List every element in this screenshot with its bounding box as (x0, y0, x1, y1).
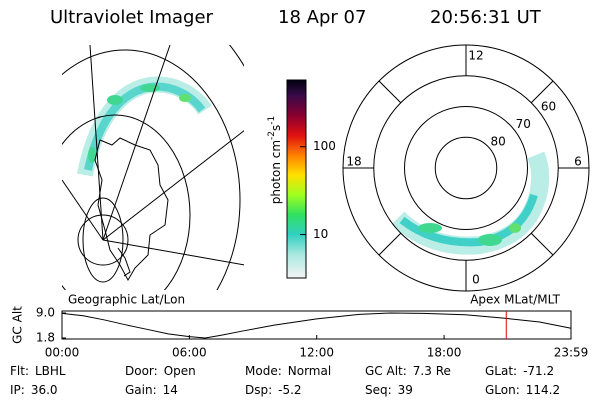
x-tick-label: 18:00 (427, 346, 462, 360)
info-value: 114.2 (526, 383, 560, 397)
info-label: Seq: (365, 383, 392, 397)
polar-map (391, 151, 550, 255)
latitude-circle (434, 136, 498, 200)
info-value: 39 (398, 383, 413, 397)
mlt-line (378, 232, 402, 256)
mlt-label: 6 (574, 155, 582, 169)
x-tick-label: 06:00 (172, 346, 207, 360)
time: 20:56:31 UT (430, 7, 542, 28)
latitude-label: 80 (490, 135, 505, 149)
latitude-label: 60 (541, 99, 556, 113)
date: 18 Apr 07 (278, 7, 366, 28)
info-value: Open (164, 364, 196, 378)
title: Ultraviolet Imager (50, 7, 214, 28)
mlt-label: 18 (346, 155, 361, 169)
mlt-label: 0 (472, 273, 480, 287)
polar-map-label: Apex MLat/MLT (470, 293, 560, 307)
y-axis-label: GC Alt (11, 306, 25, 344)
mlt-line (530, 232, 554, 256)
info-label: GC Alt: (365, 364, 407, 378)
colorbar-tick-label: 100 (313, 139, 336, 153)
geographic-map (62, 45, 244, 290)
colorbar-unit: photon cm (269, 140, 283, 204)
info-label: GLon: (485, 383, 520, 397)
info-label: Door: (125, 364, 158, 378)
info-value: -71.2 (523, 364, 554, 378)
altitude-line (61, 312, 572, 339)
info-field: GLon: 114.2 (485, 383, 560, 397)
info-field: Door: Open (125, 364, 196, 378)
x-tick-label: 23:59 (554, 346, 589, 360)
plot-frame (61, 310, 572, 340)
y-tick-label: 1.8 (36, 331, 55, 345)
latitude-circle (404, 106, 528, 230)
info-value: Normal (288, 364, 331, 378)
x-tick-label: 00:00 (45, 346, 80, 360)
info-field: IP: 36.0 (10, 383, 58, 397)
mlt-line (378, 80, 402, 104)
colorbar-unit: s (269, 125, 283, 131)
info-field: Flt: LBHL (10, 364, 66, 378)
info-value: -5.2 (278, 383, 301, 397)
info-label: Gain: (125, 383, 157, 397)
info-label: Dsp: (245, 383, 272, 397)
info-field: Dsp: -5.2 (245, 383, 302, 397)
colorbar (286, 79, 307, 279)
left-map-label: Geographic Lat/Lon (68, 293, 185, 307)
colorbar-exponent: -1 (267, 116, 277, 125)
info-value: 14 (163, 383, 178, 397)
info-field: GC Alt: 7.3 Re (365, 364, 451, 378)
colorbar-tick-label: 10 (313, 227, 328, 241)
colorbar-label: photon cm-2s-1 (267, 116, 283, 205)
latitude-label: 70 (516, 117, 531, 131)
info-field: GLat: -71.2 (485, 364, 554, 378)
y-tick-label: 9.0 (36, 306, 55, 320)
mlt-label: 12 (468, 49, 483, 63)
colorbar-exponent: -2 (267, 131, 277, 140)
info-value: 36.0 (31, 383, 58, 397)
info-field: Gain: 14 (125, 383, 178, 397)
info-field: Seq: 39 (365, 383, 413, 397)
info-value: 7.3 Re (413, 364, 451, 378)
info-label: Mode: (245, 364, 282, 378)
mlt-line (530, 80, 554, 104)
x-tick-label: 12:00 (299, 346, 334, 360)
info-value: LBHL (35, 364, 66, 378)
info-label: Flt: (10, 364, 29, 378)
info-field: Mode: Normal (245, 364, 331, 378)
info-label: GLat: (485, 364, 517, 378)
info-label: IP: (10, 383, 25, 397)
